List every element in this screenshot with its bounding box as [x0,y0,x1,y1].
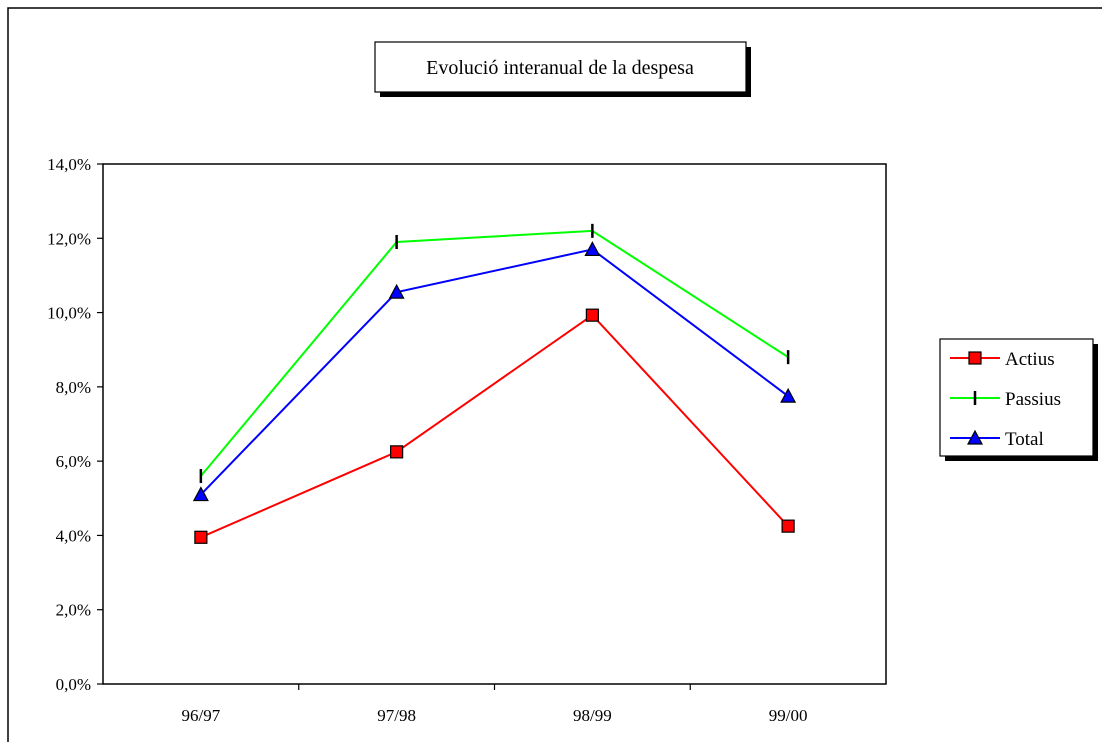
chart-title-box: Evolució interanual de la despesa [374,41,751,97]
series-total-point [584,241,601,257]
legend-actius-label: Actius [1005,349,1055,370]
chart-title-frame [374,41,747,93]
series-passius [199,223,790,483]
series-actius-point [194,530,208,544]
series-actius [194,308,795,544]
x-tick-label: 96/97 [182,706,221,725]
series-actius-line [200,313,789,539]
series-actius-point [390,445,404,459]
x-tick-label: 98/99 [573,706,612,725]
series-total-line [200,248,789,496]
legend-items: Actius Passius Total [950,349,1061,450]
x-tick-label: 99/00 [769,706,808,725]
y-tick-label: 12,0% [47,229,91,248]
legend: Actius Passius Total [939,338,1098,461]
y-axis: 0,0% 2,0% 4,0% 6,0% 8,0% 10,0% 12,0% 14,0% [47,155,103,694]
chart-title: Evolució interanual de la despesa [426,57,694,79]
series-total-point [388,283,405,299]
y-tick-label: 14,0% [47,155,91,174]
plot-area [102,163,887,685]
x-tick-label: 97/98 [377,706,416,725]
x-axis: 96/97 97/98 98/99 99/00 [182,684,808,725]
series-passius-line [200,229,789,477]
y-tick-label: 6,0% [56,452,91,471]
legend-passius-label: Passius [1005,389,1061,410]
y-tick-label: 2,0% [56,601,91,620]
series-layer [192,223,797,544]
legend-actius-marker [968,351,982,365]
series-actius-point [585,308,599,322]
y-tick-label: 10,0% [47,304,91,323]
y-tick-label: 0,0% [56,675,91,694]
legend-total-marker [966,429,984,445]
y-tick-label: 4,0% [56,526,91,545]
legend-item-actius: Actius [950,349,1055,370]
legend-total-label: Total [1005,429,1044,450]
series-total-point [780,387,797,403]
series-actius-point [781,519,795,533]
legend-item-total: Total [950,429,1044,450]
series-total-point [192,486,209,502]
legend-item-passius: Passius [950,389,1061,410]
y-tick-label: 8,0% [56,378,91,397]
series-total [192,241,797,502]
